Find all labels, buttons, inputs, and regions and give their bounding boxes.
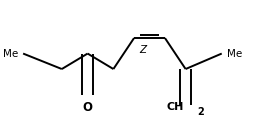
Text: Me: Me [227, 49, 242, 59]
Text: CH: CH [167, 102, 184, 112]
Text: Z: Z [139, 45, 146, 55]
Text: O: O [83, 101, 93, 114]
Text: 2: 2 [197, 107, 204, 117]
Text: Me: Me [3, 49, 18, 59]
